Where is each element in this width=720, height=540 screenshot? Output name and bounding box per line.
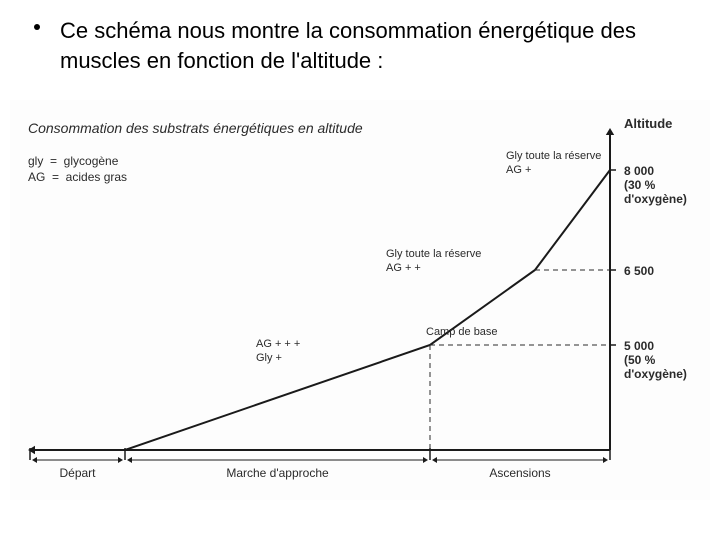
bullet-dot-icon: [34, 24, 40, 30]
annotation-label: AG + +: [386, 262, 421, 274]
figure-container: Consommation des substrats énergétiques …: [10, 100, 710, 500]
y-tick-label: 5 000: [624, 339, 654, 353]
bullet-item: Ce schéma nous montre la consommation én…: [34, 16, 690, 75]
y-axis-label: Altitude: [624, 116, 672, 131]
annotation-label: AG + + +: [256, 338, 300, 350]
x-section-label: Ascensions: [489, 466, 550, 480]
annotation-label: Gly toute la réserve: [506, 150, 601, 162]
slide: Ce schéma nous montre la consommation én…: [0, 0, 720, 540]
bullet-text: Ce schéma nous montre la consommation én…: [34, 16, 690, 75]
y-tick-label: d'oxygène): [624, 367, 687, 381]
y-tick-label: (30 %: [624, 178, 655, 192]
x-section-label: Marche d'approche: [226, 466, 328, 480]
annotation-label: Gly +: [256, 352, 282, 364]
y-tick-label: d'oxygène): [624, 192, 687, 206]
y-tick-label: (50 %: [624, 353, 655, 367]
x-section-label: Départ: [59, 466, 95, 480]
y-tick-label: 8 000: [624, 164, 654, 178]
annotation-label: Gly toute la réserve: [386, 248, 481, 260]
y-tick-label: 6 500: [624, 264, 654, 278]
figure-title: Consommation des substrats énergétiques …: [28, 120, 363, 136]
annotation-label: AG +: [506, 164, 531, 176]
annotation-label: Camp de base: [426, 326, 498, 338]
figure-legend-line1: gly = glycogène: [28, 154, 118, 168]
figure-legend-line2: AG = acides gras: [28, 170, 127, 184]
